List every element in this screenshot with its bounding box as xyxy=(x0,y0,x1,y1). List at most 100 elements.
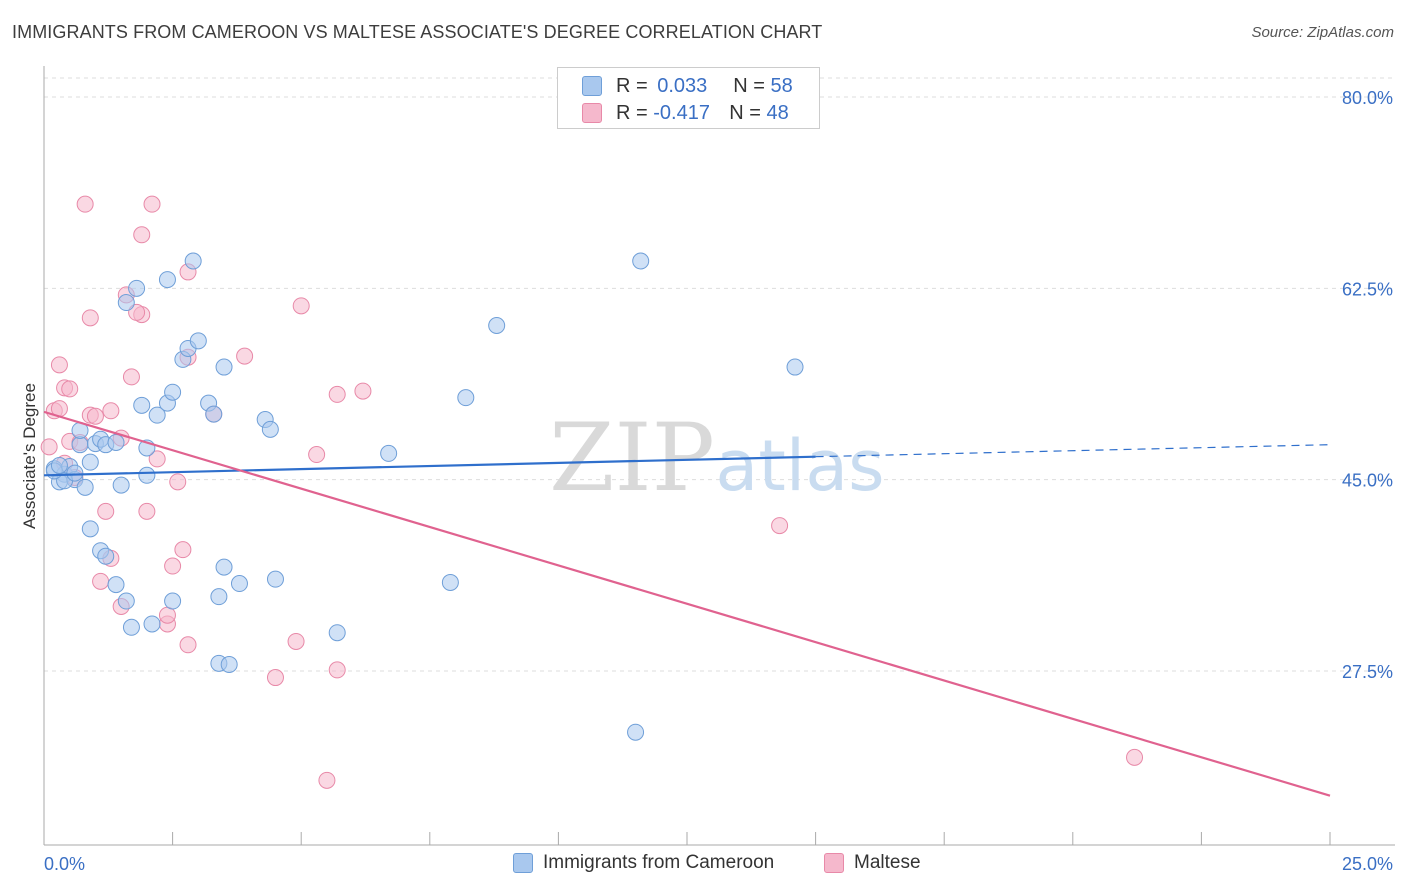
maltese-point xyxy=(292,297,310,315)
source-label: Source: ZipAtlas.com xyxy=(1251,24,1394,41)
cameroon-point xyxy=(122,618,140,636)
maltese-point xyxy=(76,195,94,213)
cameroon-point xyxy=(632,252,650,270)
cameroon-point xyxy=(488,317,506,335)
cameroon-point xyxy=(76,478,94,496)
cameroon-point xyxy=(441,573,459,591)
maltese-point xyxy=(354,382,372,400)
maltese-point xyxy=(174,541,192,559)
cameroon-point xyxy=(189,332,207,350)
cameroon-point xyxy=(205,405,223,423)
cameroon-point xyxy=(230,575,248,593)
legend-item-maltese[interactable]: Maltese xyxy=(824,852,921,874)
cameroon-point xyxy=(133,396,151,414)
legend-row-maltese: R = -0.417 N = 48 xyxy=(582,101,789,125)
cameroon-point xyxy=(627,723,645,741)
watermark-atlas: atlas xyxy=(715,425,884,507)
cameroon-point xyxy=(266,570,284,588)
watermark-zip: ZIP xyxy=(549,404,715,513)
maltese-point xyxy=(158,606,176,624)
cameroon-point xyxy=(164,383,182,401)
cameroon-point xyxy=(261,420,279,438)
cameroon-point xyxy=(215,358,233,376)
cameroon-point xyxy=(107,576,125,594)
cameroon-point xyxy=(107,433,125,451)
r-value: -0.417 xyxy=(653,101,710,124)
cameroon-point xyxy=(143,615,161,633)
maltese-point xyxy=(328,661,346,679)
cameroon-point xyxy=(786,358,804,376)
maltese-point xyxy=(97,502,115,520)
maltese-trend-line xyxy=(43,410,1331,797)
cameroon-point xyxy=(210,588,228,606)
y-tick-label: 62.5% xyxy=(1342,279,1393,299)
chart-title: IMMIGRANTS FROM CAMEROON VS MALTESE ASSO… xyxy=(12,22,823,42)
cameroon-point xyxy=(97,547,115,565)
maltese-point xyxy=(771,517,789,535)
n-value: 58 xyxy=(770,74,793,97)
maltese-point xyxy=(133,226,151,244)
cameroon-points xyxy=(45,252,804,741)
correlation-legend: R = 0.033 N = 58 R = -0.417 N = 48 xyxy=(557,67,820,129)
x-tick-label-max: 25.0% xyxy=(1342,854,1393,874)
cameroon-point xyxy=(81,453,99,471)
maltese-point xyxy=(328,385,346,403)
maltese-point xyxy=(86,407,104,425)
pink-swatch xyxy=(824,853,844,873)
cameroon-point xyxy=(220,655,238,673)
cameroon-point xyxy=(328,624,346,642)
cameroon-point xyxy=(215,558,233,576)
maltese-point xyxy=(50,356,68,374)
maltese-point xyxy=(287,632,305,650)
cameroon-point xyxy=(457,389,475,407)
y-tick-label: 80.0% xyxy=(1342,88,1393,108)
legend-label-cameroon: Immigrants from Cameroon xyxy=(543,852,775,873)
cameroon-point xyxy=(158,271,176,289)
cameroon-point xyxy=(117,294,135,312)
maltese-point xyxy=(40,438,58,456)
cameroon-trend-extension xyxy=(815,444,1331,458)
cameroon-point xyxy=(380,444,398,462)
n-label: N = xyxy=(729,101,761,124)
cameroon-point xyxy=(184,252,202,270)
maltese-points xyxy=(40,195,1144,789)
cameroon-point xyxy=(148,406,166,424)
maltese-point xyxy=(164,557,182,575)
watermark: ZIP atlas xyxy=(549,404,884,513)
legend-label-maltese: Maltese xyxy=(854,852,921,873)
r-label: R = xyxy=(616,74,648,97)
cameroon-point xyxy=(138,466,156,484)
maltese-point xyxy=(148,450,166,468)
blue-swatch xyxy=(582,76,602,96)
y-tick-label: 45.0% xyxy=(1342,471,1393,491)
cameroon-point xyxy=(164,592,182,610)
maltese-point xyxy=(138,502,156,520)
maltese-point xyxy=(236,347,254,365)
maltese-point xyxy=(308,446,326,464)
cameroon-point xyxy=(66,464,84,482)
n-value: 48 xyxy=(766,101,789,124)
maltese-point xyxy=(318,771,336,789)
maltese-point xyxy=(102,402,120,420)
r-label: R = xyxy=(616,101,648,124)
cameroon-point xyxy=(112,476,130,494)
maltese-point xyxy=(143,195,161,213)
cameroon-point xyxy=(71,436,89,454)
cameroon-point xyxy=(50,456,68,474)
x-tick-label-min: 0.0% xyxy=(44,854,85,874)
n-label: N = xyxy=(733,74,765,97)
cameroon-point xyxy=(117,592,135,610)
maltese-point xyxy=(1126,748,1144,766)
pink-swatch xyxy=(582,103,602,123)
legend-row-cameroon: R = 0.033 N = 58 xyxy=(582,74,793,98)
axes xyxy=(43,66,1395,846)
maltese-point xyxy=(61,380,79,398)
maltese-point xyxy=(92,572,110,590)
legend-item-cameroon[interactable]: Immigrants from Cameroon xyxy=(513,852,774,874)
y-tick-label: 27.5% xyxy=(1342,662,1393,682)
maltese-point xyxy=(81,309,99,327)
maltese-point xyxy=(266,669,284,687)
cameroon-trend-line xyxy=(43,455,816,477)
blue-swatch xyxy=(513,853,533,873)
